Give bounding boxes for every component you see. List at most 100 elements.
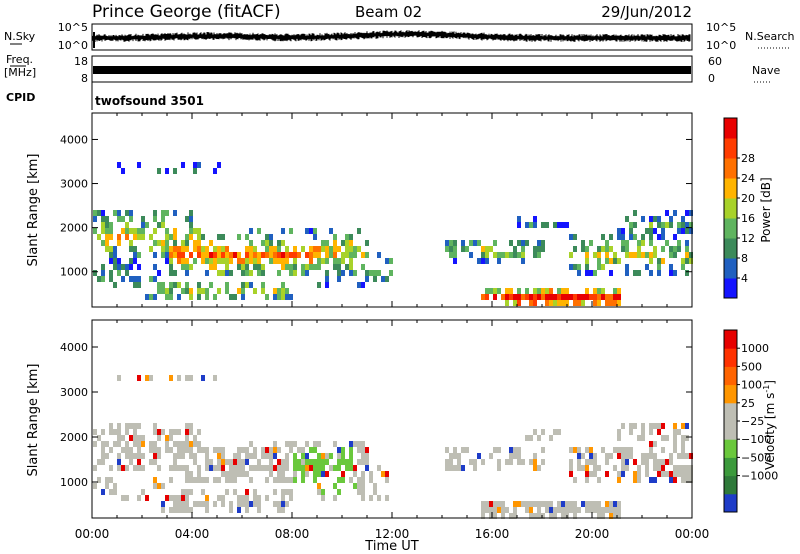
velocity-cell-635 [669, 477, 673, 483]
velocity-cell-41 [125, 441, 129, 447]
velocity-cell-564 [613, 507, 617, 513]
velocity-cell-353 [337, 447, 341, 453]
power-cell-329 [313, 234, 317, 240]
power-cell-259 [257, 252, 261, 258]
power-cell-367 [345, 240, 349, 246]
velocity-cell-161 [197, 429, 201, 435]
velocity-cell-95 [165, 435, 169, 441]
power-cell-73 [137, 264, 141, 270]
power-cell-298 [281, 294, 285, 300]
power-cell-576 [621, 234, 625, 240]
velocity-cell-433 [489, 507, 493, 513]
power-cell-275 [269, 240, 273, 246]
velocity-cell-489 [545, 507, 549, 513]
velocity-cell-149 [189, 447, 193, 453]
power-cell-54 [129, 210, 133, 216]
velocity-cell-504 [565, 507, 569, 513]
velocity-cell-313 [301, 459, 305, 465]
velocity-cell-3 [93, 483, 97, 489]
velocity-cell-385 [361, 459, 365, 465]
power-cell-42 [117, 270, 121, 276]
power-cell-90 [153, 252, 157, 258]
velocity-cell-602 [645, 453, 649, 459]
power-cell-331 [313, 252, 317, 258]
freq-trace [93, 66, 691, 74]
velocity-cell-556 [605, 507, 609, 513]
power-cell-104 [161, 246, 165, 252]
velocity-cell-663 [689, 465, 693, 471]
velocity-cell-72 [145, 495, 149, 501]
power-cell-325 [309, 252, 313, 258]
nsky-trace [92, 30, 691, 48]
velocity-cell-404 [385, 477, 389, 483]
power-cell-4 [97, 210, 101, 216]
velocity-cell-290 [285, 441, 289, 447]
colorbar-swatch-1-9 [724, 330, 737, 349]
velocity-cell-64 [137, 465, 141, 471]
power-cell-648 [681, 228, 685, 234]
velocity-cell-576 [621, 447, 625, 453]
power-cell-51 [125, 234, 129, 240]
power-cell-401 [445, 240, 449, 246]
velocity-cell-431 [489, 453, 493, 459]
power-cell-454 [517, 288, 521, 294]
velocity-cell-174 [205, 453, 209, 459]
velocity-cell-373 [353, 465, 357, 471]
power-cell-456 [517, 300, 521, 306]
velocity-cell-277 [277, 465, 281, 471]
velocity-cell-414 [453, 465, 457, 471]
power-cell-356 [333, 264, 337, 270]
power-cell-66 [133, 258, 137, 264]
velocity-cell-582 [625, 453, 629, 459]
power-cell-5 [97, 234, 101, 240]
power-cell-646 [681, 216, 685, 222]
velocity-cell-617 [653, 477, 657, 483]
velocity-cell-104 [169, 477, 173, 483]
velocity-cell-425 [481, 459, 485, 465]
velocity-cell-481 [537, 507, 541, 513]
power-cell-494 [553, 294, 557, 300]
velocity-cell-545 [597, 477, 601, 483]
velocity-cell-98 [165, 495, 169, 501]
power-cell-495 [553, 300, 557, 306]
power-cell-346 [325, 276, 329, 282]
power-cell-526 [585, 252, 589, 258]
power-cell-501 [561, 288, 565, 294]
power-cell-589 [633, 210, 637, 216]
velocity-cell-555 [605, 501, 609, 507]
velocity-cell-170 [201, 477, 205, 483]
power-cell-272 [265, 252, 269, 258]
velocity-cell-386 [361, 471, 365, 477]
velocity-cell-407 [445, 459, 449, 465]
velocity-cell-394 [365, 465, 369, 471]
velocity-y-ticks: 1000 2000 3000 4000 [60, 341, 692, 489]
power-cell-194 [209, 258, 213, 264]
power-cell-635 [669, 264, 673, 270]
power-cell-649 [681, 258, 685, 264]
velocity-cell-222 [237, 495, 241, 501]
power-cell-112 [165, 240, 169, 246]
beam-title: Beam 02 [355, 3, 422, 21]
velocity-cell-319 [305, 459, 309, 465]
power-cell-317 [301, 264, 305, 270]
velocity-cell-662 [689, 453, 693, 459]
power-cell-113 [165, 246, 169, 252]
velocity-cell-347 [329, 453, 333, 459]
power-cell-93 [153, 294, 157, 300]
power-cell-554 [605, 252, 609, 258]
velocity-cell-199 [221, 495, 225, 501]
power-cell-295 [281, 264, 285, 270]
power-cell-402 [445, 246, 449, 252]
velocity-cell-631 [665, 471, 669, 477]
power-cell-537 [593, 288, 597, 294]
power-cell-376 [349, 264, 353, 270]
velocity-cell-384 [361, 453, 365, 459]
velocity-cell-33 [117, 459, 121, 465]
nave-label: Nave [752, 64, 780, 77]
power-cell-408 [453, 252, 457, 258]
power-cell-159 [189, 222, 193, 228]
power-cell-580 [625, 240, 629, 246]
velocity-cell-69 [141, 465, 145, 471]
velocity-cell-453 [513, 447, 517, 453]
power-cell-474 [533, 294, 537, 300]
